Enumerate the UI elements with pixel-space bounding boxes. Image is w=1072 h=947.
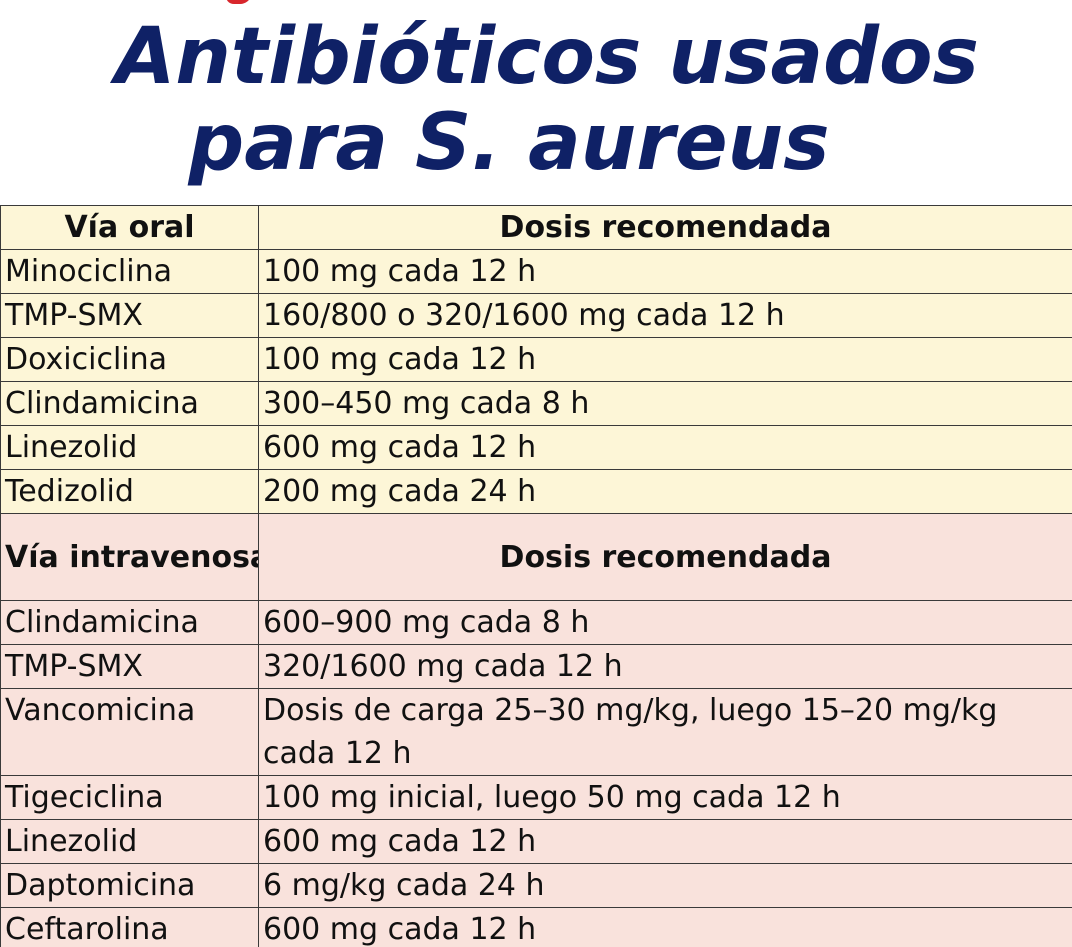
dose-value: 600 mg cada 12 h	[258, 425, 1072, 470]
drug-name: Ceftarolina	[0, 907, 259, 947]
drug-name: TMP-SMX	[0, 644, 259, 689]
iv-dose-header: Dosis recomendada	[258, 513, 1072, 601]
iv-route-header: Vía intravenosa	[0, 513, 259, 601]
table-row: Vancomicina Dosis de carga 25–30 mg/kg, …	[0, 688, 1072, 776]
oral-header-row: Vía oral Dosis recomendada	[0, 205, 1072, 250]
drug-name: Clindamicina	[0, 600, 259, 645]
drug-name: Vancomicina	[0, 688, 259, 776]
drug-name: Clindamicina	[0, 381, 259, 426]
dosage-table: Vía oral Dosis recomendada Minociclina 1…	[0, 205, 1072, 947]
drug-name: Linezolid	[0, 819, 259, 864]
oral-route-header: Vía oral	[0, 205, 259, 250]
table-row: Tedizolid 200 mg cada 24 h	[0, 469, 1072, 514]
dose-value: 100 mg inicial, luego 50 mg cada 12 h	[258, 775, 1072, 820]
table-row: Daptomicina 6 mg/kg cada 24 h	[0, 863, 1072, 908]
drug-name: TMP-SMX	[0, 293, 259, 338]
drug-name: Tigeciclina	[0, 775, 259, 820]
dose-value: 200 mg cada 24 h	[258, 469, 1072, 514]
table-row: Linezolid 600 mg cada 12 h	[0, 819, 1072, 864]
dose-value: 600 mg cada 12 h	[258, 907, 1072, 947]
table-row: TMP-SMX 320/1600 mg cada 12 h	[0, 644, 1072, 689]
drug-name: Tedizolid	[0, 469, 259, 514]
table-row: Minociclina 100 mg cada 12 h	[0, 249, 1072, 294]
title-line-2: para S. aureus	[188, 98, 830, 188]
table-row: Ceftarolina 600 mg cada 12 h	[0, 907, 1072, 947]
dose-value: 600–900 mg cada 8 h	[258, 600, 1072, 645]
drug-name: Linezolid	[0, 425, 259, 470]
dose-value: 300–450 mg cada 8 h	[258, 381, 1072, 426]
dose-value: 6 mg/kg cada 24 h	[258, 863, 1072, 908]
drug-name: Doxiciclina	[0, 337, 259, 382]
table-row: Clindamicina 600–900 mg cada 8 h	[0, 600, 1072, 645]
table-row: Clindamicina 300–450 mg cada 8 h	[0, 381, 1072, 426]
table-row: Tigeciclina 100 mg inicial, luego 50 mg …	[0, 775, 1072, 820]
dose-value: 160/800 o 320/1600 mg cada 12 h	[258, 293, 1072, 338]
page-title: Antibióticos usados para S. aureus	[0, 14, 1072, 186]
dose-value: 100 mg cada 12 h	[258, 249, 1072, 294]
red-logo-fragment	[224, 0, 254, 4]
dose-value: Dosis de carga 25–30 mg/kg, luego 15–20 …	[258, 688, 1072, 776]
drug-name: Minociclina	[0, 249, 259, 294]
iv-header-row: Vía intravenosa Dosis recomendada	[0, 513, 1072, 601]
table-row: Doxiciclina 100 mg cada 12 h	[0, 337, 1072, 382]
dose-value: 100 mg cada 12 h	[258, 337, 1072, 382]
oral-dose-header: Dosis recomendada	[258, 205, 1072, 250]
title-line-1: Antibióticos usados	[115, 12, 979, 102]
table-row: TMP-SMX 160/800 o 320/1600 mg cada 12 h	[0, 293, 1072, 338]
dose-value: 600 mg cada 12 h	[258, 819, 1072, 864]
dose-value: 320/1600 mg cada 12 h	[258, 644, 1072, 689]
drug-name: Daptomicina	[0, 863, 259, 908]
table-row: Linezolid 600 mg cada 12 h	[0, 425, 1072, 470]
